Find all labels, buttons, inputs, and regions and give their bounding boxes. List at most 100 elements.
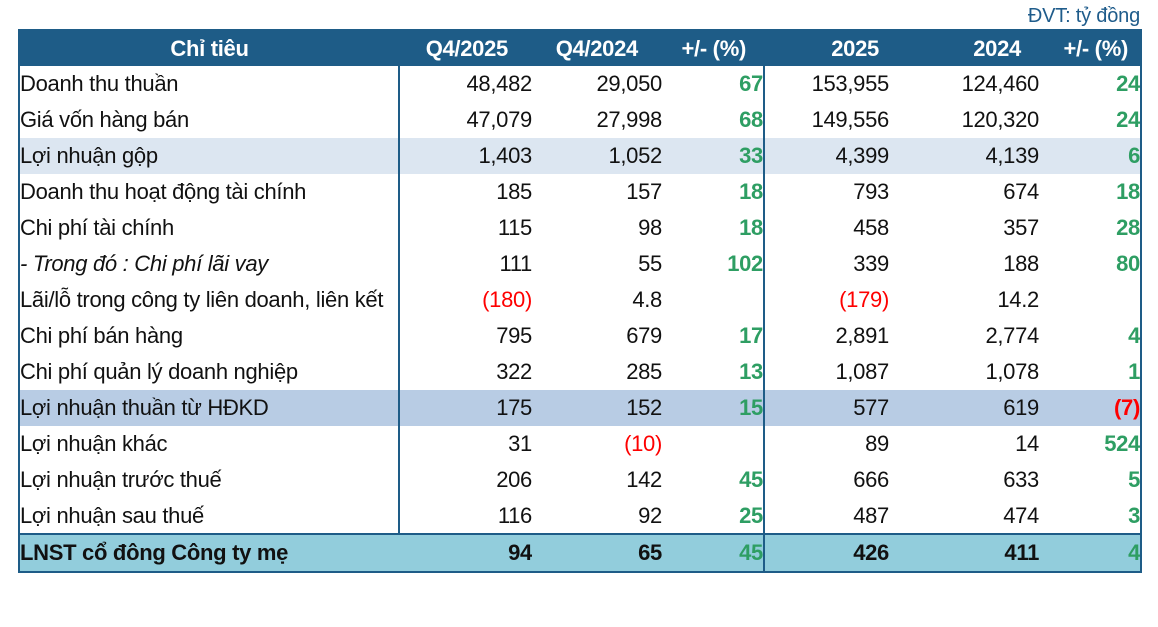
- table-row: LNST cổ đông Công ty mẹ 94 65 45 426 411 4: [19, 533, 1141, 572]
- row-label: Chi phí bán hàng: [19, 318, 400, 354]
- change-percent-cell: 4: [1039, 533, 1141, 572]
- value-cell: 322: [496, 359, 532, 384]
- value-cell: 120,320: [961, 107, 1039, 132]
- change-percent-cell: 1: [1128, 359, 1140, 384]
- table-row: Lợi nhuận thuần từ HĐKD 175 152 15 577 619 (7): [19, 390, 1141, 426]
- change-percent-cell: 17: [662, 318, 765, 354]
- value-cell: 152: [626, 395, 662, 420]
- header-2024: 2024: [973, 35, 1021, 61]
- value-cell: 2,891: [835, 323, 889, 348]
- header-chi-tieu: Chỉ tiêu: [170, 35, 249, 61]
- value-cell: 1,052: [608, 143, 662, 168]
- change-percent-cell: 3: [1128, 502, 1140, 528]
- value-cell: 619: [1003, 395, 1039, 420]
- row-label: Chi phí quản lý doanh nghiệp: [19, 354, 400, 390]
- header-q4-2025: Q4/2025: [425, 35, 509, 61]
- change-percent-cell: 24: [1116, 107, 1140, 132]
- table-row: Lợi nhuận sau thuế 116 92 25 487 474 3: [19, 498, 1141, 534]
- value-cell: 27,998: [596, 107, 663, 132]
- change-percent-cell: 68: [662, 102, 765, 138]
- row-label: Lãi/lỗ trong công ty liên doanh, liên kế…: [19, 282, 400, 318]
- table-header: Chỉ tiêu Q4/2025 Q4/2024 +/- (%) 2025 20…: [19, 30, 1141, 66]
- change-percent-cell: 45: [662, 533, 765, 572]
- value-cell: 98: [638, 215, 662, 240]
- row-label: Lợi nhuận trước thuế: [19, 462, 400, 498]
- row-label: LNST cổ đông Công ty mẹ: [19, 533, 399, 572]
- value-cell: 4.8: [632, 287, 662, 312]
- table-row: Doanh thu thuần 48,482 29,050 67 153,955 124,…: [19, 66, 1141, 102]
- table-row: Lãi/lỗ trong công ty liên doanh, liên kế…: [19, 282, 1141, 318]
- change-percent-cell: 24: [1116, 71, 1140, 96]
- value-cell: (179): [839, 287, 889, 312]
- value-cell: 116: [497, 502, 532, 528]
- header-2025: 2025: [831, 35, 879, 61]
- change-percent-cell: 524: [1104, 431, 1140, 456]
- value-cell: 175: [496, 395, 532, 420]
- value-cell: 48,482: [466, 71, 533, 96]
- table-row: Chi phí bán hàng 795 679 17 2,891 2,774 4: [19, 318, 1141, 354]
- value-cell: 65: [532, 533, 662, 572]
- change-percent-cell: 13: [662, 354, 765, 390]
- value-cell: 285: [626, 359, 662, 384]
- value-cell: 14: [1015, 431, 1039, 456]
- value-cell: 633: [1003, 467, 1039, 492]
- value-cell: 124,460: [961, 71, 1039, 96]
- change-percent-cell: [662, 426, 765, 462]
- value-cell: 674: [1003, 179, 1039, 204]
- header-q4-2024: Q4/2024: [555, 35, 639, 61]
- change-percent-cell: [1039, 282, 1141, 318]
- table-row: Giá vốn hàng bán 47,079 27,998 68 149,556 120…: [19, 102, 1141, 138]
- value-cell: 339: [853, 251, 889, 276]
- value-cell: 1,078: [985, 359, 1039, 384]
- value-cell: 795: [496, 323, 532, 348]
- change-percent-cell: 25: [662, 498, 765, 534]
- row-label: Lợi nhuận sau thuế: [19, 498, 400, 534]
- change-percent-cell: [662, 282, 765, 318]
- table-row: Doanh thu hoạt động tài chính 185 157 18 793…: [19, 174, 1141, 210]
- financial-results-table: Chỉ tiêu Q4/2025 Q4/2024 +/- (%) 2025 20…: [18, 29, 1142, 573]
- row-label: Lợi nhuận khác: [19, 426, 400, 462]
- row-label: - Trong đó : Chi phí lãi vay: [19, 246, 400, 282]
- row-label: Chi phí tài chính: [19, 210, 400, 246]
- value-cell: 47,079: [466, 107, 533, 132]
- value-cell: 92: [638, 502, 662, 528]
- table-row: Lợi nhuận trước thuế 206 142 45 666 633 5: [19, 462, 1141, 498]
- value-cell: 4,139: [985, 143, 1039, 168]
- change-percent-cell: 18: [662, 174, 765, 210]
- header-q-change: +/- (%): [681, 35, 746, 61]
- value-cell: 666: [853, 467, 889, 492]
- value-cell: 679: [626, 323, 662, 348]
- table-row: - Trong đó : Chi phí lãi vay 111 55 102 339 1…: [19, 246, 1141, 282]
- value-cell: 793: [853, 179, 889, 204]
- value-cell: 153,955: [811, 71, 889, 96]
- row-label: Lợi nhuận gộp: [19, 138, 400, 174]
- value-cell: 111: [499, 251, 532, 276]
- change-percent-cell: 6: [1128, 143, 1140, 168]
- change-percent-cell: 15: [662, 390, 765, 426]
- change-percent-cell: 33: [662, 138, 765, 174]
- change-percent-cell: 28: [1116, 215, 1140, 240]
- change-percent-cell: 80: [1116, 251, 1140, 276]
- change-percent-cell: 45: [662, 462, 765, 498]
- value-cell: 577: [853, 395, 889, 420]
- value-cell: 142: [626, 467, 662, 492]
- header-row: Chỉ tiêu Q4/2025 Q4/2024 +/- (%) 2025 20…: [19, 30, 1141, 66]
- value-cell: 1,403: [478, 143, 532, 168]
- value-cell: (180): [482, 287, 532, 312]
- row-label: Doanh thu hoạt động tài chính: [19, 174, 400, 210]
- value-cell: (10): [624, 431, 662, 456]
- value-cell: 411: [889, 533, 1039, 572]
- value-cell: 94: [399, 533, 532, 572]
- value-cell: 357: [1003, 215, 1039, 240]
- table-row: Lợi nhuận gộp 1,403 1,052 33 4,399 4,139 6: [19, 138, 1141, 174]
- change-percent-cell: 102: [662, 246, 765, 282]
- row-label: Giá vốn hàng bán: [19, 102, 400, 138]
- change-percent-cell: 5: [1128, 467, 1140, 492]
- value-cell: 2,774: [985, 323, 1039, 348]
- table-row: Chi phí quản lý doanh nghiệp 322 285 13 1,08…: [19, 354, 1141, 390]
- value-cell: 55: [638, 251, 662, 276]
- table-row: Lợi nhuận khác 31 (10) 89 14 524: [19, 426, 1141, 462]
- value-cell: 4,399: [835, 143, 889, 168]
- value-cell: 474: [1003, 502, 1039, 528]
